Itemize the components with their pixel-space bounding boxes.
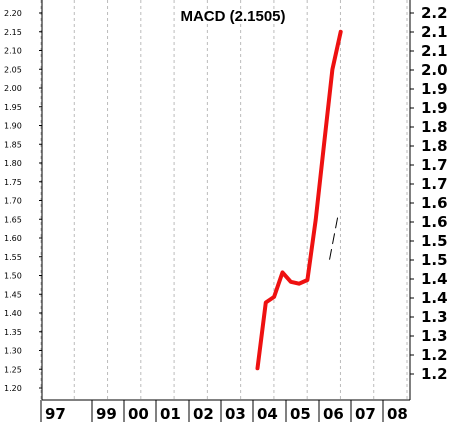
left-tick-label: 1.30 [4,347,22,356]
left-tick-label: 2.05 [4,65,22,74]
left-tick-label: 2.10 [4,47,22,56]
x-tick-label: 97 [45,405,66,423]
x-tick-label: 06 [323,405,344,423]
right-tick-label: 2.1 [421,23,448,41]
left-tick-label: 1.35 [4,328,22,337]
left-tick-label: 1.80 [4,159,22,168]
x-tick-label: 02 [193,405,214,423]
left-tick-label: 1.65 [4,215,22,224]
macd-series-line [255,29,343,371]
right-y-axis-ticks: 2.22.12.12.01.91.91.81.81.71.71.61.61.51… [410,4,448,383]
right-tick-label: 1.8 [421,137,448,155]
left-tick-label: 1.90 [4,122,22,131]
left-tick-label: 1.60 [4,234,22,243]
x-axis-ticks: 97 99 00 01 02 03 04 05 06 07 08 [40,400,408,423]
right-tick-label: 1.4 [421,270,448,288]
right-tick-label: 2.1 [421,42,448,60]
left-tick-label: 1.70 [4,197,22,206]
x-tick-label: 07 [355,405,376,423]
left-tick-label: 1.95 [4,103,22,112]
vertical-grid [40,0,408,400]
left-tick-label: 1.50 [4,272,22,281]
left-tick-label: 1.75 [4,178,22,187]
chart-title: MACD (2.1505) [180,8,285,25]
right-tick-label: 1.2 [421,365,448,383]
left-tick-label: 2.20 [4,9,22,18]
x-tick-label: 04 [257,405,278,423]
right-tick-label: 1.5 [421,232,448,250]
right-tick-label: 1.9 [421,80,448,98]
left-tick-label: 1.55 [4,253,22,262]
left-tick-label: 2.15 [4,28,22,37]
right-tick-label: 2.0 [421,61,448,79]
right-tick-label: 1.2 [421,346,448,364]
right-tick-label: 1.7 [421,156,448,174]
right-tick-label: 2.2 [421,4,448,22]
left-tick-label: 1.40 [4,309,22,318]
right-tick-label: 1.5 [421,251,448,269]
x-tick-label: 08 [387,405,408,423]
right-tick-label: 1.4 [421,289,448,307]
left-tick-label: 1.20 [4,384,22,393]
left-y-axis-ticks: 2.20 2.15 2.10 2.05 2.00 1.95 1.90 1.85 1.80 1.75… [4,9,42,393]
right-tick-label: 1.7 [421,175,448,193]
x-tick-label: 01 [160,405,181,423]
right-tick-label: 1.9 [421,99,448,117]
right-tick-label: 1.3 [421,308,448,326]
left-tick-label: 1.25 [4,365,22,374]
left-tick-label: 1.85 [4,140,22,149]
right-tick-label: 1.6 [421,213,448,231]
x-tick-label: 03 [225,405,246,423]
signal-series-line [329,215,339,260]
x-tick-label: 99 [96,405,117,423]
x-tick-label: 00 [128,405,149,423]
left-tick-label: 2.00 [4,84,22,93]
x-tick-label: 05 [290,405,311,423]
right-tick-label: 1.8 [421,118,448,136]
left-tick-label: 1.45 [4,290,22,299]
right-tick-label: 1.6 [421,194,448,212]
right-tick-label: 1.3 [421,327,448,345]
data-series [255,29,343,371]
